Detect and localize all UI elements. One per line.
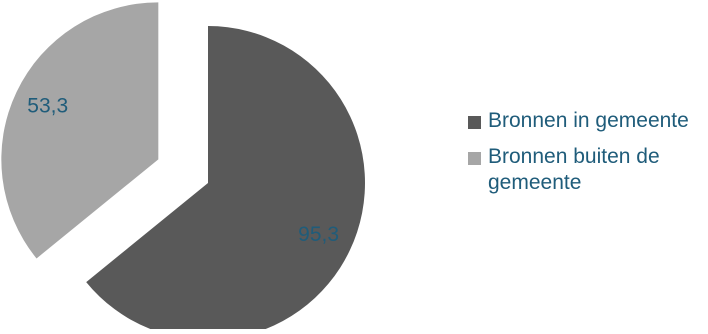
legend-label-bronnen-buiten-de-gemeente: Bronnen buiten de gemeente [488,145,660,194]
pie-slice-1 [1,2,159,259]
legend-item-bronnen-buiten-de-gemeente: Bronnen buiten de gemeente [468,144,708,196]
legend-swatch-bronnen-buiten-de-gemeente [468,152,481,165]
legend-swatch-bronnen-in-gemeente [468,116,481,129]
legend-item-bronnen-in-gemeente: Bronnen in gemeente [468,108,708,134]
legend-label-bronnen-in-gemeente: Bronnen in gemeente [488,109,689,132]
chart-legend: Bronnen in gemeente Bronnen buiten de ge… [468,108,708,206]
pie-slice-0 [86,26,365,334]
pie-slice-label-0: 95,3 [298,223,339,246]
pie-slice-label-1: 53,3 [27,94,68,117]
